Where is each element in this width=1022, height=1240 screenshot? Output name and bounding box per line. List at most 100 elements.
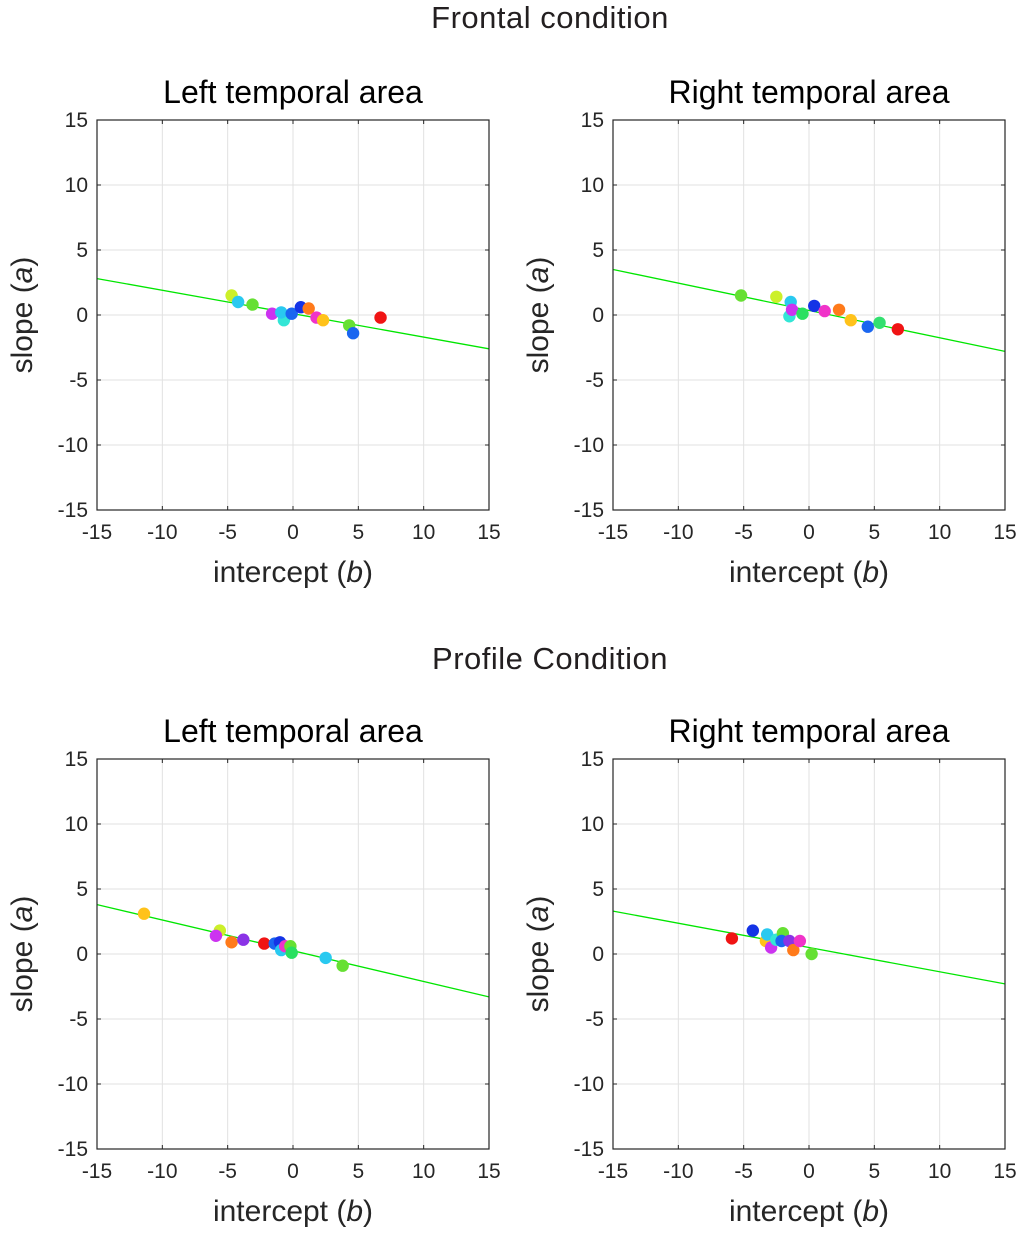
- grid-lines: [612, 119, 1006, 511]
- y-axis-label-text: slope (: [6, 283, 39, 373]
- x-tick-label: 15: [477, 1160, 500, 1183]
- x-tick-label: -15: [598, 521, 628, 544]
- data-point: [275, 306, 288, 319]
- data-points: [725, 924, 818, 961]
- y-axis-label-var: a: [6, 267, 39, 284]
- y-tick-label: 0: [592, 304, 604, 327]
- x-tick-label: -5: [218, 521, 237, 544]
- data-point: [725, 932, 739, 945]
- x-tick-label: 0: [803, 1160, 815, 1183]
- y-tick-label: 5: [592, 878, 604, 901]
- data-point: [873, 316, 886, 329]
- data-point: [336, 959, 349, 972]
- x-axis-label-close: ): [363, 556, 373, 589]
- x-tick-label: 10: [928, 521, 951, 544]
- x-tick-label: 15: [993, 521, 1016, 544]
- x-tick-label: 10: [928, 1160, 951, 1183]
- y-tick-label: 0: [76, 304, 88, 327]
- y-axis-label-close: ): [6, 896, 39, 906]
- x-axis-label-text: intercept (: [729, 1195, 862, 1228]
- y-axis-label: slope (a): [6, 257, 39, 374]
- y-tick-label: -15: [574, 499, 604, 522]
- y-tick-label: 10: [581, 174, 604, 197]
- data-point: [793, 934, 807, 948]
- x-tick-label: 0: [287, 1160, 299, 1183]
- data-point: [861, 320, 874, 333]
- data-point: [891, 323, 905, 336]
- y-tick-label: 5: [592, 239, 604, 262]
- y-tick-label: 15: [65, 109, 88, 132]
- x-tick-label: 5: [868, 1160, 880, 1183]
- x-tick-label: 15: [993, 1160, 1016, 1183]
- data-point: [787, 943, 800, 957]
- y-tick-label: -5: [585, 369, 604, 392]
- x-axis-label-text: intercept (: [729, 556, 862, 589]
- data-points: [137, 907, 349, 972]
- x-tick-label: 15: [477, 521, 500, 544]
- section-title-frontal: Frontal condition: [431, 0, 669, 35]
- x-tick-label: -15: [82, 521, 112, 544]
- y-tick-label: 15: [581, 748, 604, 771]
- panel-title: Right temporal area: [668, 713, 949, 749]
- x-tick-label: -10: [147, 1160, 177, 1183]
- y-axis-label: slope (a): [522, 896, 555, 1013]
- y-tick-label: -10: [58, 1073, 88, 1096]
- y-tick-label: 0: [76, 943, 88, 966]
- data-points: [225, 289, 387, 340]
- y-axis-label-var: a: [6, 906, 39, 923]
- data-point: [374, 311, 387, 324]
- y-tick-label: -5: [69, 1008, 88, 1031]
- x-tick-label: -5: [734, 1160, 753, 1183]
- panel-title: Left temporal area: [163, 713, 423, 749]
- y-axis-label: slope (a): [522, 257, 555, 374]
- data-point: [237, 933, 250, 946]
- y-tick-label: -10: [574, 1073, 604, 1096]
- x-axis-label-text: intercept (: [213, 1195, 346, 1228]
- x-axis-label: intercept (b): [213, 1195, 373, 1228]
- data-point: [785, 303, 799, 316]
- chart-panel-frontal-condition-left-temporal-area: -15 -10 -5 0 5 10 15 -15 -10 -5 0 5 10 15 Left tempora…: [6, 74, 501, 589]
- y-tick-label: -15: [58, 499, 88, 522]
- data-point: [832, 303, 846, 316]
- data-point: [137, 907, 151, 920]
- data-point: [844, 314, 858, 327]
- x-axis-label-var: b: [862, 1195, 879, 1228]
- x-tick-label: 10: [412, 521, 435, 544]
- x-axis-label: intercept (b): [729, 1195, 889, 1228]
- x-tick-label: -5: [218, 1160, 237, 1183]
- data-point: [265, 307, 279, 320]
- data-point: [818, 304, 831, 318]
- y-tick-label: 10: [581, 813, 604, 836]
- data-point: [734, 289, 748, 302]
- x-tick-label: 5: [352, 521, 364, 544]
- data-point: [796, 307, 809, 320]
- chart-panel-profile-condition-left-temporal-area: -15 -10 -5 0 5 10 15 -15 -10 -5 0 5 10 15 Left tempora…: [6, 713, 501, 1228]
- y-tick-label: 15: [65, 748, 88, 771]
- data-point: [258, 937, 271, 950]
- data-point: [209, 929, 223, 942]
- x-tick-label: 5: [868, 521, 880, 544]
- y-axis-label-text: slope (: [522, 922, 555, 1012]
- data-point: [302, 302, 315, 315]
- y-tick-label: -10: [58, 434, 88, 457]
- x-tick-label: 10: [412, 1160, 435, 1183]
- y-axis-label-var: a: [522, 267, 555, 284]
- x-axis-label-close: ): [363, 1195, 373, 1228]
- x-tick-label: -10: [663, 1160, 693, 1183]
- panel-title: Right temporal area: [668, 74, 949, 110]
- x-tick-label: -5: [734, 521, 753, 544]
- chart-panel-frontal-condition-right-temporal-area: -15 -10 -5 0 5 10 15 -15 -10 -5 0 5 10 15 Right tempor…: [522, 74, 1017, 589]
- x-tick-label: -15: [82, 1160, 112, 1183]
- x-axis-label-var: b: [862, 556, 879, 589]
- data-point: [805, 947, 818, 961]
- y-tick-label: 5: [76, 239, 88, 262]
- y-tick-label: 10: [65, 174, 88, 197]
- panel-title: Left temporal area: [163, 74, 423, 110]
- data-point: [225, 936, 238, 949]
- y-axis-label-var: a: [522, 906, 555, 923]
- data-point: [285, 307, 298, 320]
- fit-line: [613, 268, 1005, 353]
- data-point: [346, 327, 360, 340]
- y-tick-label: -15: [574, 1138, 604, 1161]
